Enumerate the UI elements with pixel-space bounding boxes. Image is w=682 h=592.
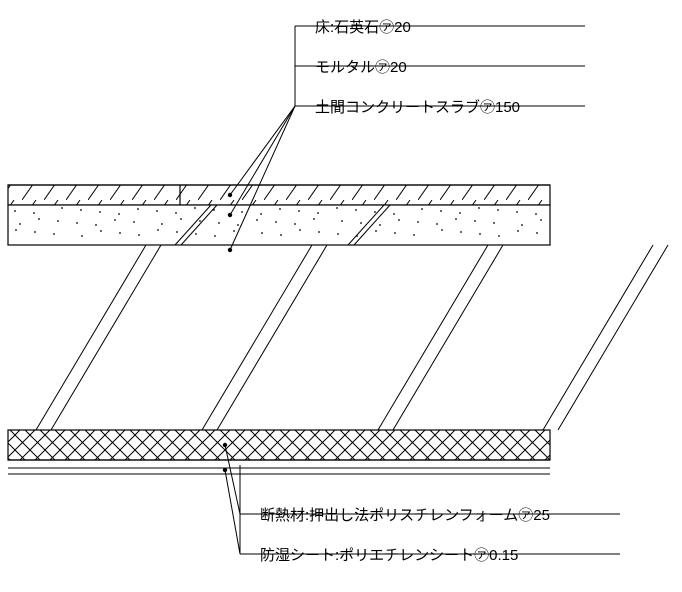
callout-label: モルタル㋐20 bbox=[315, 59, 407, 76]
callout-label: 防湿シート:ポリエチレンシート㋐0.15 bbox=[260, 547, 518, 564]
callout-label: 土間コンクリートスラブ㋐150 bbox=[315, 98, 520, 116]
callout-label: 断熱材:押出し法ポリスチレンフォーム㋐25 bbox=[260, 507, 550, 524]
cross-section-diagram: 床:石英石㋐20 モルタル㋐20 土間コンクリートスラブ㋐150 断熱材:押出し法ポリ… bbox=[0, 0, 682, 592]
callout-label: 床:石英石㋐20 bbox=[315, 18, 411, 36]
